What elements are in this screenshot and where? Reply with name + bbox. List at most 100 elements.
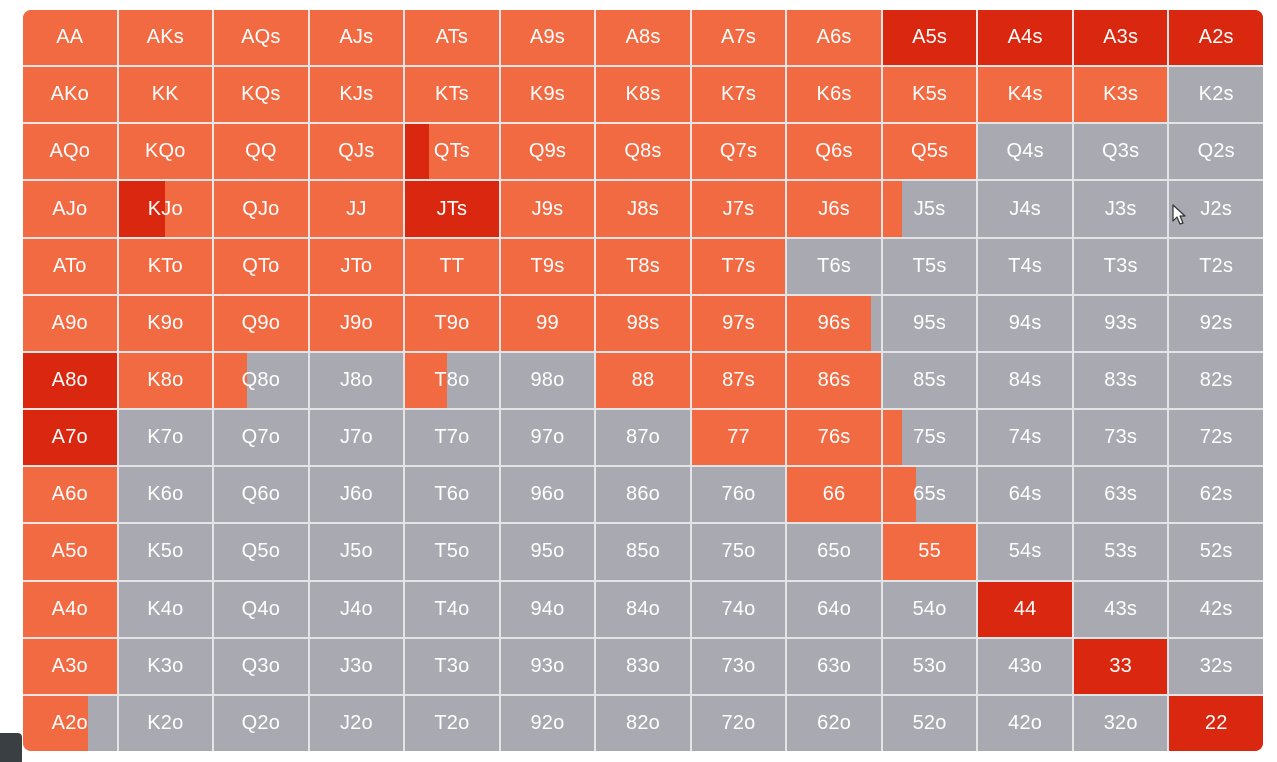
hand-cell-Q7s[interactable]: Q7s <box>691 124 786 180</box>
hand-cell-Q6o[interactable]: Q6o <box>214 467 308 523</box>
hand-cell-J4o[interactable]: J4o <box>309 581 404 637</box>
hand-cell-KK[interactable]: KK <box>118 67 213 123</box>
hand-cell-A8o[interactable]: A8o <box>23 352 117 409</box>
hand-cell-75o[interactable]: 75o <box>691 524 786 580</box>
hand-cell-84o[interactable]: 84o <box>596 581 690 637</box>
hand-cell-K6s[interactable]: K6s <box>787 67 881 123</box>
hand-cell-T8o[interactable]: T8o <box>405 352 499 409</box>
hand-cell-A5s[interactable]: A5s <box>882 10 977 66</box>
hand-cell-T3s[interactable]: T3s <box>1073 238 1168 294</box>
hand-cell-A6s[interactable]: A6s <box>787 10 881 66</box>
hand-cell-52s[interactable]: 52s <box>1169 524 1263 580</box>
hand-cell-62o[interactable]: 62o <box>787 695 881 751</box>
hand-cell-AKo[interactable]: AKo <box>23 67 117 123</box>
hand-cell-Q8s[interactable]: Q8s <box>596 124 690 180</box>
hand-cell-32o[interactable]: 32o <box>1073 695 1168 751</box>
hand-cell-97s[interactable]: 97s <box>691 295 786 351</box>
hand-cell-72o[interactable]: 72o <box>691 695 786 751</box>
hand-cell-K3o[interactable]: K3o <box>118 638 213 694</box>
hand-cell-K8o[interactable]: K8o <box>118 352 213 409</box>
hand-cell-84s[interactable]: 84s <box>978 352 1072 409</box>
hand-cell-93s[interactable]: 93s <box>1073 295 1168 351</box>
hand-cell-75s[interactable]: 75s <box>882 410 977 466</box>
hand-cell-73s[interactable]: 73s <box>1073 410 1168 466</box>
hand-cell-T9o[interactable]: T9o <box>405 295 499 351</box>
hand-cell-J8s[interactable]: J8s <box>596 181 690 237</box>
hand-cell-53s[interactable]: 53s <box>1073 524 1168 580</box>
hand-cell-98s[interactable]: 98s <box>596 295 690 351</box>
hand-cell-T2o[interactable]: T2o <box>405 695 499 751</box>
hand-cell-T5o[interactable]: T5o <box>405 524 499 580</box>
hand-cell-83o[interactable]: 83o <box>596 638 690 694</box>
hand-cell-54o[interactable]: 54o <box>882 581 977 637</box>
hand-cell-T4s[interactable]: T4s <box>978 238 1072 294</box>
hand-cell-AQs[interactable]: AQs <box>214 10 308 66</box>
hand-cell-ATs[interactable]: ATs <box>405 10 499 66</box>
hand-cell-88[interactable]: 88 <box>596 352 690 409</box>
hand-cell-KJo[interactable]: KJo <box>118 181 213 237</box>
hand-cell-J7s[interactable]: J7s <box>691 181 786 237</box>
hand-cell-J9s[interactable]: J9s <box>500 181 595 237</box>
hand-cell-T3o[interactable]: T3o <box>405 638 499 694</box>
hand-cell-AJs[interactable]: AJs <box>309 10 404 66</box>
hand-cell-T6o[interactable]: T6o <box>405 467 499 523</box>
hand-cell-87s[interactable]: 87s <box>691 352 786 409</box>
hand-cell-Q3o[interactable]: Q3o <box>214 638 308 694</box>
hand-cell-A4s[interactable]: A4s <box>978 10 1072 66</box>
hand-cell-62s[interactable]: 62s <box>1169 467 1263 523</box>
hand-cell-K2o[interactable]: K2o <box>118 695 213 751</box>
hand-cell-73o[interactable]: 73o <box>691 638 786 694</box>
hand-cell-Q2o[interactable]: Q2o <box>214 695 308 751</box>
hand-cell-42o[interactable]: 42o <box>978 695 1072 751</box>
hand-cell-J8o[interactable]: J8o <box>309 352 404 409</box>
hand-cell-J7o[interactable]: J7o <box>309 410 404 466</box>
hand-cell-Q5s[interactable]: Q5s <box>882 124 977 180</box>
hand-cell-AJo[interactable]: AJo <box>23 181 117 237</box>
hand-cell-A7o[interactable]: A7o <box>23 410 117 466</box>
hand-cell-Q9o[interactable]: Q9o <box>214 295 308 351</box>
hand-cell-QTo[interactable]: QTo <box>214 238 308 294</box>
hand-cell-94s[interactable]: 94s <box>978 295 1072 351</box>
hand-cell-42s[interactable]: 42s <box>1169 581 1263 637</box>
hand-cell-22[interactable]: 22 <box>1169 695 1263 751</box>
hand-cell-66[interactable]: 66 <box>787 467 881 523</box>
hand-cell-J9o[interactable]: J9o <box>309 295 404 351</box>
hand-cell-95s[interactable]: 95s <box>882 295 977 351</box>
hand-cell-A8s[interactable]: A8s <box>596 10 690 66</box>
hand-cell-63s[interactable]: 63s <box>1073 467 1168 523</box>
hand-cell-K7o[interactable]: K7o <box>118 410 213 466</box>
hand-cell-J3o[interactable]: J3o <box>309 638 404 694</box>
hand-cell-76s[interactable]: 76s <box>787 410 881 466</box>
hand-cell-KQo[interactable]: KQo <box>118 124 213 180</box>
hand-cell-QTs[interactable]: QTs <box>405 124 499 180</box>
hand-cell-97o[interactable]: 97o <box>500 410 595 466</box>
hand-cell-53o[interactable]: 53o <box>882 638 977 694</box>
hand-cell-J5s[interactable]: J5s <box>882 181 977 237</box>
hand-cell-JJ[interactable]: JJ <box>309 181 404 237</box>
hand-cell-76o[interactable]: 76o <box>691 467 786 523</box>
hand-cell-63o[interactable]: 63o <box>787 638 881 694</box>
hand-cell-KTs[interactable]: KTs <box>405 67 499 123</box>
hand-cell-A5o[interactable]: A5o <box>23 524 117 580</box>
hand-cell-93o[interactable]: 93o <box>500 638 595 694</box>
hand-cell-J6o[interactable]: J6o <box>309 467 404 523</box>
hand-cell-T2s[interactable]: T2s <box>1169 238 1263 294</box>
hand-cell-AQo[interactable]: AQo <box>23 124 117 180</box>
hand-cell-87o[interactable]: 87o <box>596 410 690 466</box>
hand-cell-99[interactable]: 99 <box>500 295 595 351</box>
hand-cell-Q3s[interactable]: Q3s <box>1073 124 1168 180</box>
hand-cell-95o[interactable]: 95o <box>500 524 595 580</box>
hand-cell-K4s[interactable]: K4s <box>978 67 1072 123</box>
hand-cell-65o[interactable]: 65o <box>787 524 881 580</box>
hand-cell-KQs[interactable]: KQs <box>214 67 308 123</box>
hand-cell-Q9s[interactable]: Q9s <box>500 124 595 180</box>
hand-cell-54s[interactable]: 54s <box>978 524 1072 580</box>
hand-cell-52o[interactable]: 52o <box>882 695 977 751</box>
hand-cell-86o[interactable]: 86o <box>596 467 690 523</box>
hand-cell-QJo[interactable]: QJo <box>214 181 308 237</box>
hand-cell-A7s[interactable]: A7s <box>691 10 786 66</box>
hand-cell-82s[interactable]: 82s <box>1169 352 1263 409</box>
hand-cell-43s[interactable]: 43s <box>1073 581 1168 637</box>
hand-cell-64s[interactable]: 64s <box>978 467 1072 523</box>
hand-cell-A9s[interactable]: A9s <box>500 10 595 66</box>
